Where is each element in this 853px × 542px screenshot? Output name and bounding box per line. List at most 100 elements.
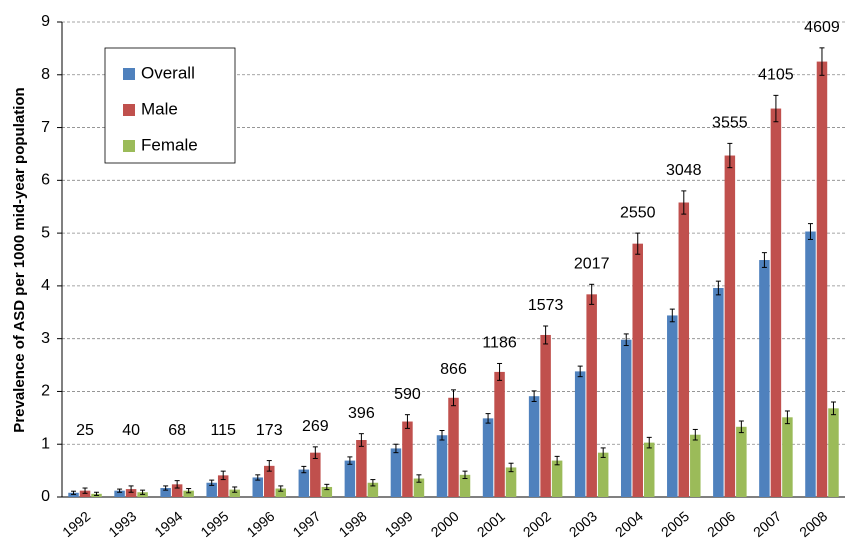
bar (356, 440, 367, 497)
annotation: 2017 (574, 256, 610, 273)
bar (482, 418, 494, 497)
x-tick-label: 2003 (566, 508, 600, 540)
bar (79, 490, 91, 497)
bar (574, 371, 586, 497)
bar (229, 489, 240, 497)
y-tick-label: 3 (41, 330, 50, 347)
bar (505, 467, 517, 497)
legend-label: Overall (141, 63, 195, 82)
y-axis-label: Prevalence of ASD per 1000 mid-year popu… (11, 87, 28, 432)
annotation: 3048 (666, 162, 702, 179)
bar (643, 442, 655, 497)
bar (782, 417, 793, 497)
annotation: 68 (168, 422, 186, 439)
annotation: 1573 (528, 297, 564, 314)
legend-swatch (123, 140, 135, 152)
annotation: 4105 (758, 67, 794, 84)
bar (68, 492, 79, 497)
bar (459, 474, 471, 497)
annotation: 173 (256, 422, 283, 439)
x-tick-label: 1998 (336, 508, 370, 540)
bar (264, 465, 275, 497)
bar (171, 484, 183, 497)
x-tick-label: 2007 (750, 508, 784, 540)
bar (736, 426, 747, 497)
bar (620, 339, 632, 497)
bar (114, 490, 125, 497)
legend-swatch (123, 68, 135, 80)
annotation: 115 (210, 422, 236, 439)
bar (344, 460, 356, 497)
x-tick-label: 1996 (243, 508, 277, 540)
x-tick-label: 2005 (658, 508, 692, 540)
x-tick-label: 1994 (151, 508, 185, 540)
bar (321, 486, 333, 497)
x-tick-label: 1997 (289, 508, 323, 540)
bar (816, 61, 828, 497)
x-tick-label: 1995 (197, 508, 231, 540)
y-tick-label: 5 (41, 224, 50, 241)
bar (828, 408, 839, 497)
bar (125, 489, 137, 497)
annotation: 866 (440, 361, 467, 378)
annotation: 396 (348, 405, 375, 422)
bar (551, 460, 563, 497)
annotation: 590 (394, 386, 421, 403)
x-tick-label: 1999 (382, 508, 416, 540)
y-tick-label: 8 (41, 66, 50, 83)
bar (667, 315, 678, 497)
x-tick-label: 1993 (105, 508, 139, 540)
bar (448, 397, 459, 497)
bar (632, 243, 643, 497)
bar (770, 108, 782, 498)
bar (183, 490, 194, 497)
bar (252, 477, 264, 497)
bar (413, 478, 425, 497)
legend-label: Female (141, 135, 198, 154)
bar (160, 488, 171, 497)
bar (528, 396, 540, 497)
x-tick-label: 1992 (59, 508, 93, 540)
x-tick-label: 2001 (474, 508, 508, 540)
x-tick-label: 2006 (704, 508, 738, 540)
bar (805, 231, 816, 497)
bar (390, 448, 402, 497)
bar (367, 482, 379, 497)
bar (217, 475, 229, 497)
bar (678, 202, 690, 497)
bar (713, 288, 724, 497)
bar (275, 488, 287, 497)
legend-label: Male (141, 99, 178, 118)
bar (759, 260, 770, 497)
bar (206, 482, 217, 497)
bar (724, 155, 736, 497)
y-tick-label: 9 (41, 13, 50, 30)
bar (540, 334, 551, 497)
annotation: 40 (122, 422, 140, 439)
annotation: 25 (76, 422, 94, 439)
bar (436, 435, 448, 497)
x-tick-label: 2008 (796, 508, 830, 540)
x-tick-label: 2004 (612, 508, 646, 540)
bar (494, 371, 505, 497)
legend-swatch (123, 104, 135, 116)
y-tick-label: 4 (41, 277, 50, 294)
annotation: 1186 (482, 335, 517, 352)
bar (310, 452, 321, 497)
bar (402, 421, 413, 497)
y-tick-label: 6 (41, 172, 50, 189)
bar (586, 294, 597, 497)
bar (298, 469, 310, 497)
y-tick-label: 2 (41, 383, 50, 400)
annotation: 2550 (620, 204, 656, 221)
annotation: 3555 (712, 115, 748, 132)
y-tick-label: 7 (41, 119, 50, 136)
y-tick-label: 0 (41, 488, 50, 505)
y-tick-label: 1 (41, 435, 50, 452)
bar (690, 434, 701, 497)
annotation: 269 (302, 418, 329, 435)
annotation: 4609 (804, 19, 840, 36)
x-tick-label: 2000 (428, 508, 462, 540)
bar (597, 452, 609, 497)
